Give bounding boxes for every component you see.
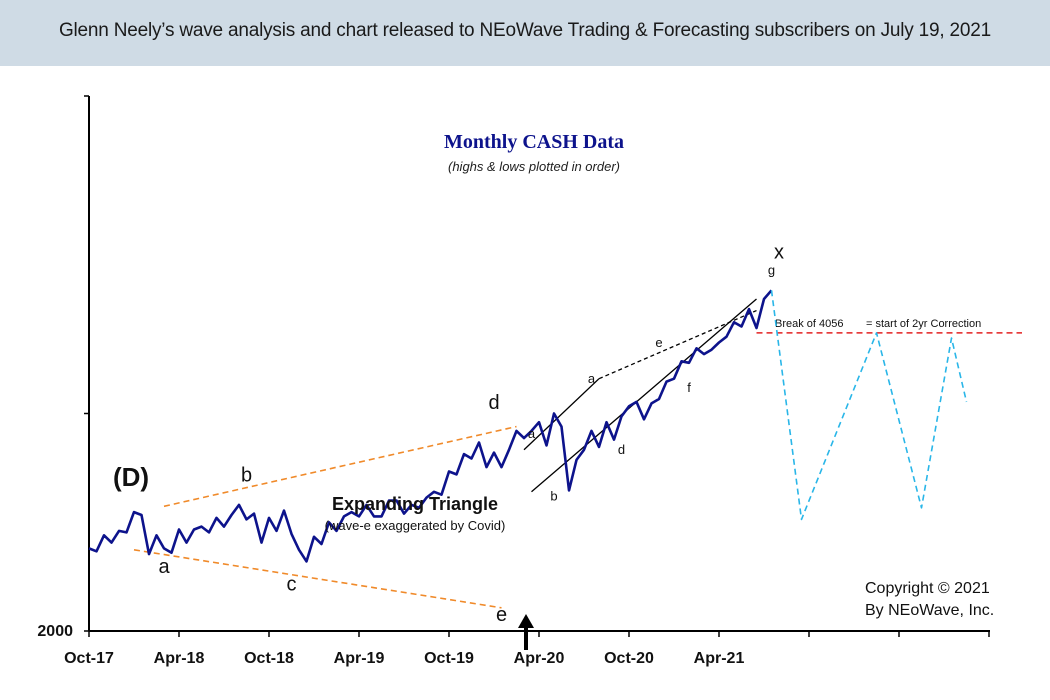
chart-subtitle: (highs & lows plotted in order) [448, 159, 620, 174]
wave-label: a [588, 371, 596, 386]
reference-lines: Break of 4056 = start of 2yr Correction [756, 318, 1022, 334]
header-caption: Glenn Neely’s wave analysis and chart re… [58, 20, 992, 41]
break-note: = start of 2yr Correction [866, 318, 981, 330]
wave-label: b [550, 489, 557, 504]
wave-label: b [241, 465, 252, 487]
wave-label: c [287, 573, 297, 595]
x-tick-label: Apr-18 [154, 650, 205, 667]
expanding-triangle-lower [133, 549, 502, 609]
x-tick-label: Apr-20 [514, 650, 565, 667]
wave-label: a [528, 426, 536, 441]
wave-chart: Oct-17 Apr-18 Oct-18 Apr-19 Oct-19 Apr-20 Oct-… [37, 95, 1022, 667]
wave-label: a [158, 556, 170, 578]
wave-label: e [655, 335, 662, 350]
arrow-up-icon [518, 614, 534, 650]
x-ticks [88, 631, 990, 637]
x-tick-labels: Oct-17 Apr-18 Oct-18 Apr-19 Oct-19 Apr-20 Oct-… [64, 650, 744, 667]
channel-dotted [598, 309, 757, 380]
x-tick-label: Oct-19 [424, 650, 474, 667]
channel-upper [523, 378, 600, 451]
wave-label: (D) [113, 462, 149, 492]
wave-label: g [768, 262, 775, 277]
wave-label: d [488, 392, 499, 414]
y-ticks: 2000 [37, 95, 89, 640]
axes [88, 96, 990, 632]
x-tick-label: Oct-20 [604, 650, 654, 667]
price-line [88, 289, 773, 563]
copyright-line1: Copyright © 2021 [865, 580, 990, 597]
y-tick-label: 2000 [37, 623, 73, 640]
trendlines [133, 298, 757, 609]
forecast-line [770, 290, 968, 521]
wave-label: d [618, 442, 625, 457]
pattern-title: Expanding Triangle [332, 494, 498, 514]
x-tick-label: Oct-18 [244, 650, 294, 667]
chart-title: Monthly CASH Data [444, 131, 624, 153]
wave-label: f [687, 380, 691, 395]
wave-label: e [496, 604, 507, 626]
header-bar: Glenn Neely’s wave analysis and chart re… [0, 0, 1050, 66]
copyright-line2: By NEoWave, Inc. [865, 602, 994, 619]
pattern-note: (wave-e exaggerated by Covid) [325, 518, 506, 533]
x-tick-label: Apr-19 [334, 650, 385, 667]
break-label: Break of 4056 [775, 318, 844, 330]
wave-label: x [774, 241, 784, 263]
expanding-triangle-upper [163, 425, 517, 508]
channel-lower [531, 298, 757, 493]
x-tick-label: Oct-17 [64, 650, 114, 667]
series-lines [88, 289, 968, 563]
wave-labels: (D) a b c d e a b a d f e gx [113, 241, 784, 625]
x-tick-label: Apr-21 [694, 650, 745, 667]
